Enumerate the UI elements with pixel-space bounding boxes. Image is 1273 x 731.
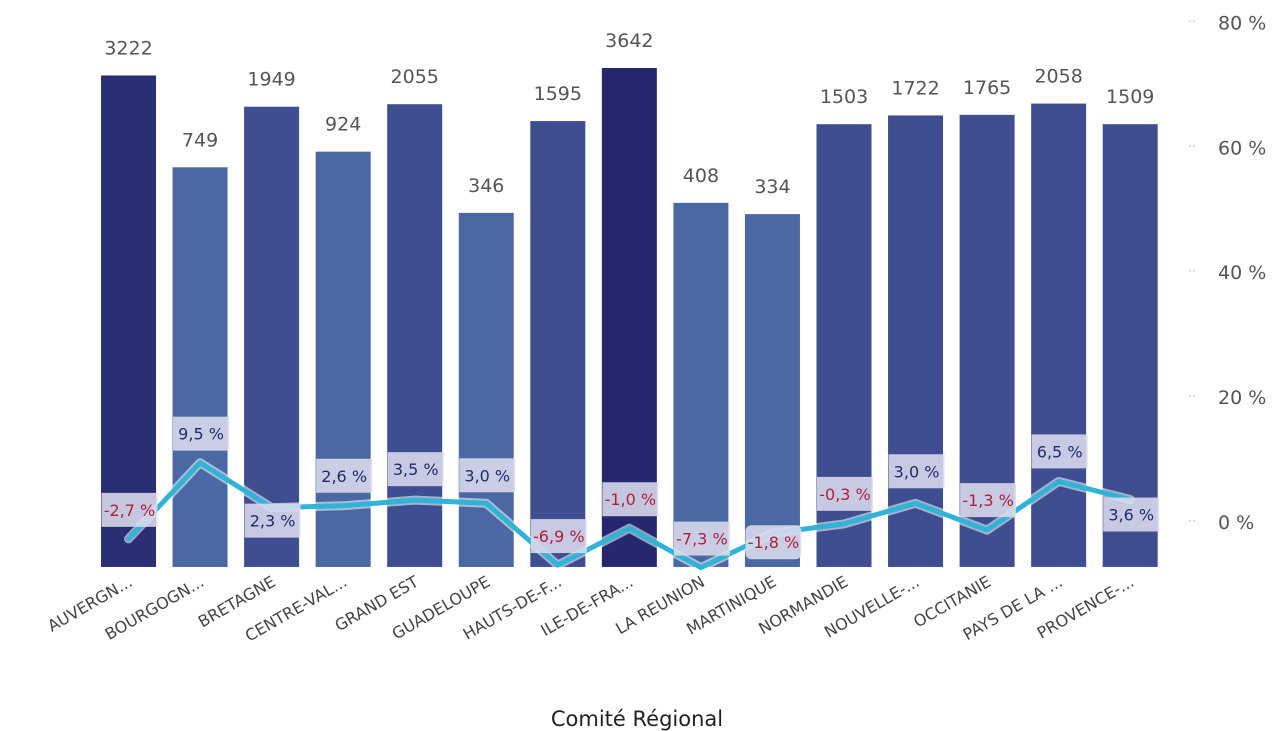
category-labels: AUVERGN...BOURGOGN...BRETAGNECENTRE-VAL.… bbox=[44, 572, 1137, 646]
y-tick-label: 80 % bbox=[1218, 12, 1266, 34]
line-value-box bbox=[960, 483, 1017, 518]
line-value-box bbox=[1103, 497, 1160, 532]
bar bbox=[458, 212, 514, 567]
line-value-label: 2,6 % bbox=[321, 467, 367, 486]
bar-value-label: 2055 bbox=[391, 66, 439, 88]
bar-value-label: 1722 bbox=[891, 77, 939, 99]
bar bbox=[530, 121, 586, 567]
line-value-label: -6,9 % bbox=[533, 527, 585, 546]
tick-mark: ·· bbox=[1188, 264, 1196, 278]
bar-value-label: 1595 bbox=[534, 83, 582, 105]
tick-mark: ·· bbox=[1188, 514, 1196, 528]
line-value-box bbox=[387, 452, 444, 487]
tick-mark: ·· bbox=[1188, 139, 1196, 153]
bar-value-label: 1765 bbox=[963, 77, 1011, 99]
x-axis-title: Comité Régional bbox=[551, 707, 723, 731]
bar-value-label: 1503 bbox=[820, 86, 868, 108]
line-value-box bbox=[888, 454, 945, 489]
line-value-label: -1,3 % bbox=[962, 491, 1014, 510]
line-value-box bbox=[1031, 434, 1088, 469]
line-value-label: 3,0 % bbox=[894, 462, 940, 481]
line-value-box bbox=[459, 458, 516, 493]
line-value-box bbox=[602, 482, 659, 517]
line-value-box bbox=[101, 492, 158, 527]
y-tick-label: 0 % bbox=[1218, 512, 1254, 534]
bar-value-label: 1509 bbox=[1106, 86, 1154, 108]
bar-value-label: 924 bbox=[325, 114, 361, 136]
y-tick-label: 40 % bbox=[1218, 262, 1266, 284]
bar bbox=[101, 75, 156, 567]
bar bbox=[315, 151, 371, 567]
line-value-box bbox=[316, 458, 373, 493]
line-value-label: 6,5 % bbox=[1037, 442, 1083, 461]
line-value-label: 3,0 % bbox=[464, 466, 510, 485]
bar bbox=[744, 214, 800, 567]
line-value-label: -1,8 % bbox=[748, 533, 800, 552]
bar-value-label: 2058 bbox=[1034, 66, 1082, 88]
line-value-box bbox=[530, 519, 587, 554]
bar-value-label: 346 bbox=[468, 175, 504, 197]
line-value-label: 3,5 % bbox=[393, 460, 439, 479]
bar-value-label: 3642 bbox=[605, 30, 653, 52]
line-value-box bbox=[173, 416, 230, 451]
y-tick-label: 20 % bbox=[1218, 387, 1266, 409]
bar bbox=[673, 202, 729, 567]
bar bbox=[172, 167, 228, 567]
line-value-label: 3,6 % bbox=[1108, 506, 1154, 525]
bar-value-labels: 3222 749 1949 924 2055 346 1595 3642 408 334 1503 1… bbox=[104, 30, 1154, 198]
line-value-label: 2,3 % bbox=[250, 512, 296, 531]
tick-mark: ·· bbox=[1188, 14, 1196, 28]
line-value-label: 9,5 % bbox=[178, 425, 224, 444]
tick-mark: ·· bbox=[1188, 389, 1196, 403]
line-value-box bbox=[673, 521, 730, 556]
bar bbox=[387, 104, 443, 567]
line-value-label: -1,0 % bbox=[605, 490, 657, 509]
bar-value-label: 1949 bbox=[247, 69, 295, 91]
line-value-labels: -2,7 % 9,5 % 2,3 % 2,6 % 3,5 % 3,0 % -6,9 % -1,… bbox=[101, 416, 1160, 560]
line-value-box bbox=[817, 476, 873, 511]
line-value-label: -7,3 % bbox=[676, 530, 728, 549]
line-value-box bbox=[745, 525, 802, 560]
y-tick-label: 60 % bbox=[1218, 137, 1266, 159]
bar-value-label: 334 bbox=[754, 176, 790, 198]
right-axis-ticks: ·· 0 % ·· 20 % ·· 40 % ·· 60 % ·· 80 % bbox=[1188, 12, 1266, 534]
line-value-box bbox=[244, 503, 301, 538]
bar-value-label: 408 bbox=[683, 165, 719, 187]
bar bbox=[244, 106, 300, 567]
bar-value-label: 3222 bbox=[104, 37, 152, 59]
bar-value-label: 749 bbox=[182, 129, 218, 151]
line-value-label: -2,7 % bbox=[104, 501, 156, 520]
line-value-label: -0,3 % bbox=[819, 485, 871, 504]
bar bbox=[888, 115, 944, 567]
